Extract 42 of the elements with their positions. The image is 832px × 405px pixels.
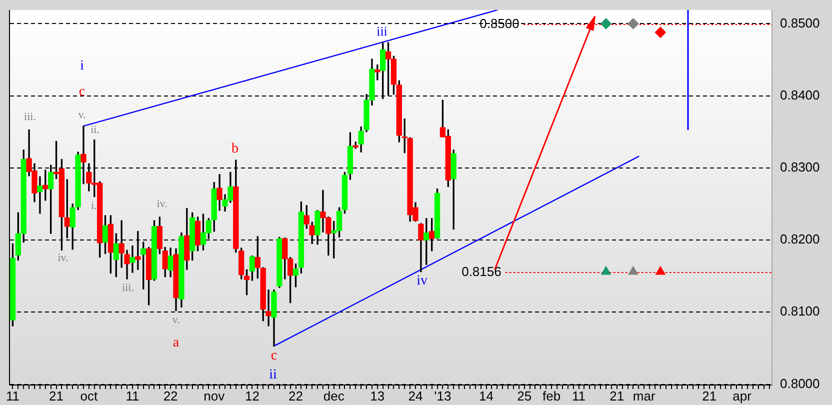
x-tick-label: 13	[370, 388, 385, 404]
x-tick-label: mar	[632, 388, 656, 404]
x-tick-label: 24	[408, 388, 423, 404]
annotation: i	[80, 58, 84, 74]
x-tick-label: 11	[6, 388, 20, 404]
x-tick-label: 21	[49, 388, 64, 404]
y-tick-label: 0.8300	[780, 160, 820, 175]
x-tick-label: 11	[572, 388, 586, 404]
annotation: v.	[78, 108, 86, 121]
x-tick-label: 12	[244, 388, 260, 404]
y-tick-label: 0.8100	[780, 304, 820, 319]
annotation: iv	[416, 274, 428, 289]
x-tick-label: oct	[80, 388, 98, 404]
x-tick-label: 22	[163, 388, 178, 404]
annotation: ii.	[90, 124, 100, 136]
annotation: iii.	[122, 282, 134, 294]
ref-line-label: 0.8156	[462, 264, 502, 280]
annotation: b	[232, 142, 238, 157]
annotation: iii	[376, 23, 388, 38]
x-tick-label: 11	[126, 388, 140, 404]
annotation: iv.	[156, 198, 168, 210]
x-tick-label: 25	[517, 388, 532, 404]
x-tick-label: apr	[732, 388, 752, 404]
y-tick-label: 0.8400	[780, 87, 820, 102]
x-tick-label: '13	[434, 388, 452, 404]
x-tick-label: 22	[288, 388, 303, 404]
y-tick-label: 0.8500	[780, 15, 820, 30]
annotation: i.	[91, 200, 98, 212]
x-tick-label: 21	[610, 388, 624, 404]
annotation: a	[172, 336, 180, 351]
y-tick-label: 0.8000	[780, 376, 820, 391]
x-tick-label: 21	[702, 388, 717, 404]
x-tick-label: dec	[323, 388, 345, 404]
y-tick-label: 0.8200	[780, 232, 820, 247]
annotation: v.	[172, 314, 180, 326]
x-tick-label: 14	[479, 388, 494, 404]
annotation: c	[270, 348, 278, 364]
x-tick-label: feb	[542, 388, 561, 404]
annotation: iii.	[24, 110, 36, 123]
annotation: ii	[269, 368, 277, 383]
x-tick-label: nov	[204, 388, 226, 404]
annotation: iv.	[58, 252, 69, 264]
